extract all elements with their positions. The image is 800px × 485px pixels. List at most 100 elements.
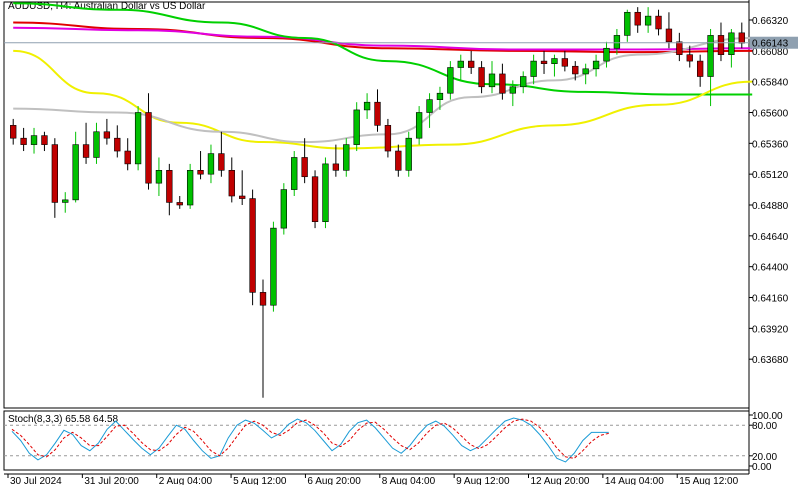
candle-body	[166, 170, 173, 203]
candle-1	[20, 127, 27, 152]
candle-body	[207, 153, 215, 175]
candle-body	[436, 92, 444, 100]
time-label-1: 31 Jul 20:00	[84, 476, 139, 485]
candle-53	[561, 50, 569, 72]
candle-body	[311, 176, 319, 223]
candle-44	[468, 50, 475, 74]
stoch-tick-label-0: 100.00	[752, 411, 783, 422]
candle-body	[51, 144, 59, 203]
candle-68	[717, 22, 725, 62]
candle-29	[311, 170, 319, 229]
price-tick-label-3: 0.65600	[752, 108, 789, 119]
candle-8	[93, 122, 100, 164]
candle-body	[155, 170, 163, 184]
candle-body	[499, 73, 506, 94]
candle-12	[134, 106, 142, 171]
candle-body	[384, 125, 392, 152]
price-tick-label-4: 0.65360	[752, 139, 789, 150]
candle-69	[728, 28, 735, 68]
candle-body	[186, 170, 194, 206]
price-tick-label-2: 0.65840	[752, 78, 789, 89]
candle-body	[291, 157, 298, 190]
candle-39	[415, 106, 423, 145]
candle-body	[301, 157, 308, 178]
candle-body	[343, 144, 350, 171]
candle-body	[624, 11, 631, 36]
candle-17	[186, 163, 194, 209]
candle-body	[603, 47, 610, 62]
price-tick-label-6: 0.64880	[752, 201, 789, 212]
candle-0	[10, 118, 17, 145]
candle-body	[572, 65, 579, 75]
candle-37	[395, 144, 402, 177]
candle-60	[634, 7, 641, 33]
candle-27	[291, 151, 298, 197]
candle-23	[249, 189, 256, 306]
candle-body	[551, 58, 558, 64]
stoch-frame	[3, 410, 750, 471]
time-label-9: 15 Aug 12:00	[679, 476, 738, 485]
candle-22	[239, 170, 246, 205]
candle-67	[707, 28, 714, 107]
candle-45	[478, 61, 485, 94]
price-axis: 0.66320 0.66080 0.65840 0.65600 0.65360 0.651…	[3, 0, 789, 474]
candle-51	[540, 50, 548, 74]
candle-5	[62, 192, 69, 213]
candle-body	[426, 99, 433, 113]
candle-body	[332, 163, 340, 171]
price-tick-label-1: 0.66080	[752, 47, 789, 58]
candle-body	[468, 60, 475, 68]
stoch-tick-label-3: 0.00	[752, 462, 772, 473]
candle-57	[603, 41, 610, 68]
candle-21	[228, 157, 235, 203]
candle-25	[270, 221, 277, 312]
time-label-7: 12 Aug 20:00	[531, 476, 590, 485]
time-label-8: 14 Aug 04:00	[605, 476, 664, 485]
price-tick-label-5: 0.65120	[752, 170, 789, 181]
candle-body	[488, 73, 496, 88]
candle-7	[82, 122, 90, 164]
candle-body	[395, 150, 402, 171]
candle-body	[696, 60, 704, 77]
candle-body	[280, 189, 287, 229]
stoch-line-1	[11, 418, 609, 459]
candle-62	[655, 9, 662, 36]
candle-body	[134, 112, 142, 165]
price-tick-label-11: 0.63680	[752, 355, 789, 366]
moving-averages	[13, 2, 753, 150]
candle-body	[41, 135, 48, 145]
moving-average-0	[13, 21, 753, 54]
candle-66	[696, 54, 704, 87]
candle-body	[717, 35, 725, 55]
candle-15	[166, 163, 173, 216]
candle-32	[343, 138, 350, 177]
candle-11	[124, 138, 131, 171]
candle-64	[676, 32, 683, 62]
chart-title: AUDUSD, H4: Australian Dollar vs US Doll…	[8, 1, 206, 12]
candle-body	[686, 54, 693, 62]
candle-body	[62, 199, 69, 203]
candle-body	[738, 32, 745, 44]
candle-2	[30, 127, 38, 154]
time-label-6: 9 Aug 12:00	[456, 476, 510, 485]
time-label-3: 5 Aug 12:00	[233, 476, 287, 485]
candle-body	[10, 125, 17, 139]
candle-18	[197, 151, 204, 180]
candle-14	[155, 157, 163, 197]
candle-body	[613, 35, 621, 49]
candle-body	[228, 170, 235, 197]
candle-body	[509, 86, 516, 94]
candle-body	[239, 195, 246, 199]
candle-36	[384, 118, 392, 158]
time-label-4: 6 Aug 20:00	[307, 476, 361, 485]
candle-3	[41, 131, 48, 152]
candle-body	[530, 60, 537, 77]
candle-61	[644, 7, 652, 33]
price-tick-label-10: 0.63920	[752, 324, 789, 335]
candles	[10, 7, 745, 398]
candle-body	[259, 292, 267, 306]
price-tick-label-8: 0.64400	[752, 263, 789, 274]
candle-13	[145, 93, 152, 190]
